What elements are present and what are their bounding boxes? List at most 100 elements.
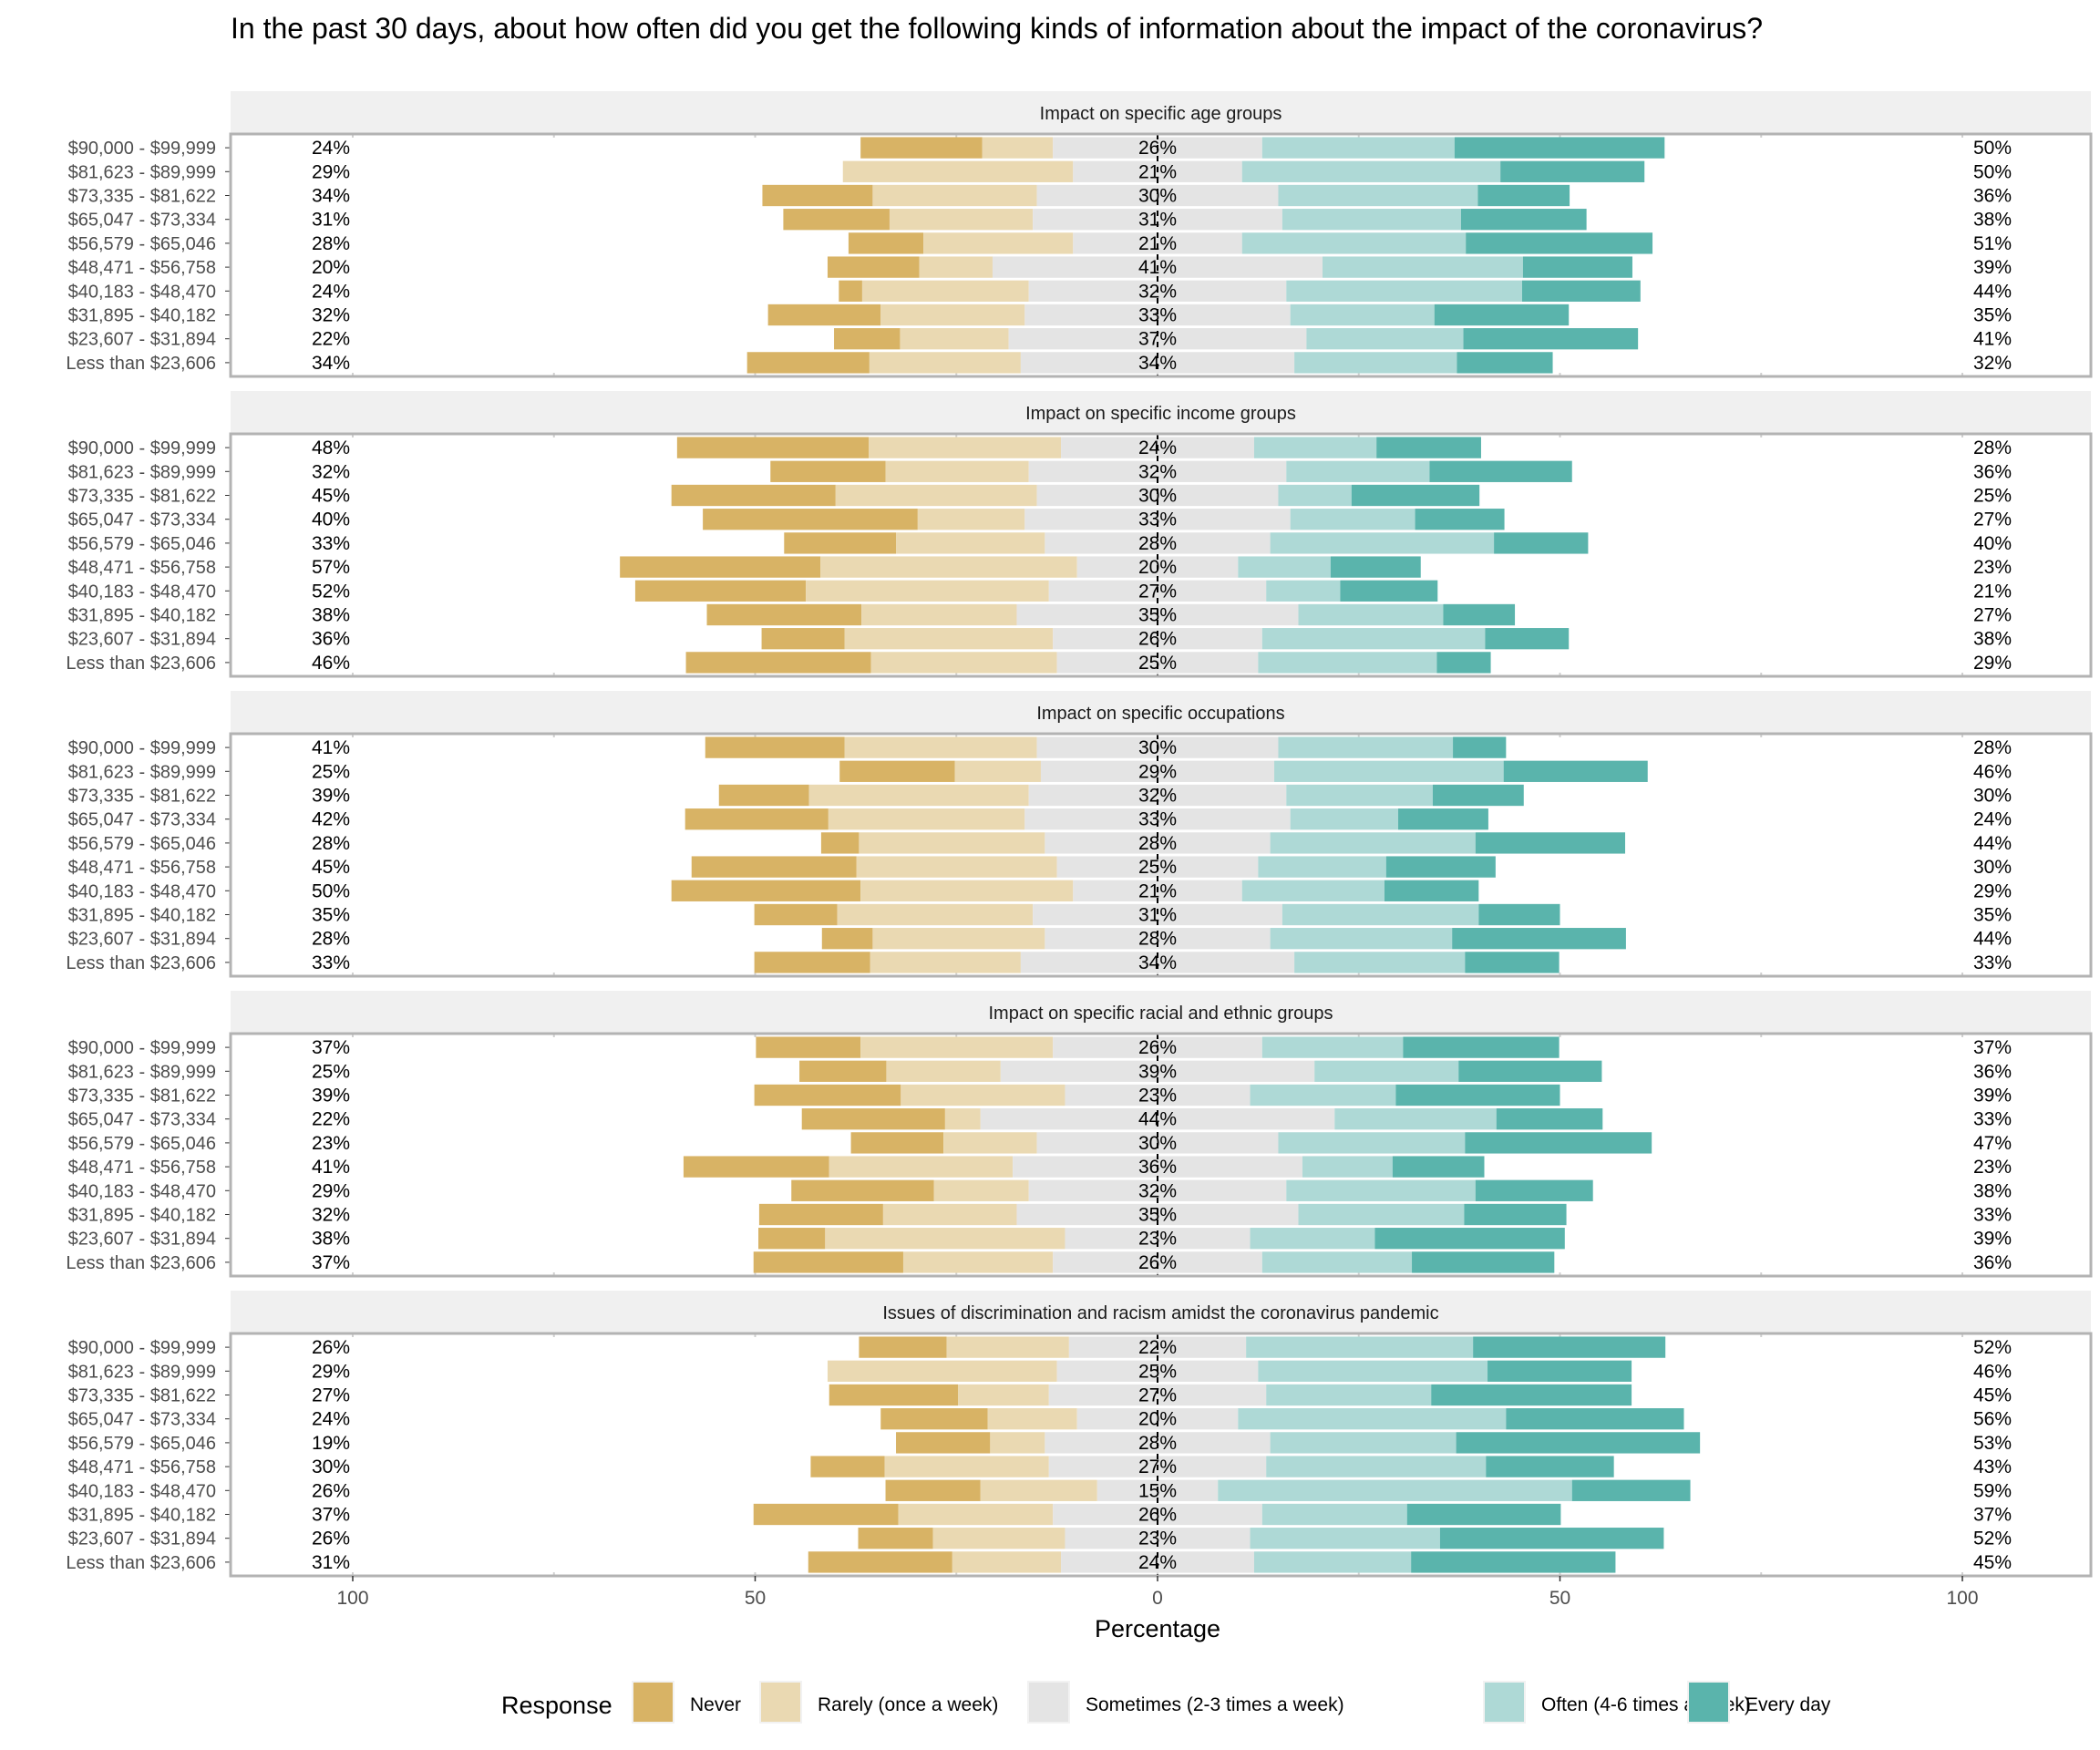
bar-segment-rarely [808, 784, 1029, 807]
bar-segment-rarely [885, 460, 1029, 482]
right-percent-label: 33% [1973, 1205, 2012, 1226]
right-percent-label: 39% [1973, 257, 2012, 278]
bar-segment-every [1412, 1251, 1555, 1273]
bar-segment-never [896, 1432, 991, 1454]
y-tick-label: $40,183 - $48,470 [68, 1481, 216, 1501]
y-tick-label: $56,579 - $65,046 [68, 1434, 216, 1454]
bar-segment-sometimes [1045, 532, 1271, 554]
bar-segment-never [808, 1551, 952, 1573]
bar-segment-rarely [987, 1408, 1077, 1430]
facet-strip [231, 91, 2091, 134]
bar-row: 37% 26% 37% $31,895 - $40,182 [68, 1503, 2012, 1526]
right-percent-label: 38% [1973, 210, 2012, 231]
center-percent-label: 32% [1138, 786, 1177, 807]
bar-segment-never [756, 1036, 861, 1058]
bar-segment-often [1278, 1132, 1466, 1154]
bar-segment-never [767, 304, 881, 326]
bar-segment-every [1571, 1479, 1691, 1501]
right-percent-label: 52% [1973, 1337, 2012, 1358]
bar-segment-rarely [886, 1060, 1001, 1082]
bar-segment-sometimes [1065, 1528, 1251, 1549]
bar-segment-every [1351, 484, 1480, 507]
bar-segment-often [1261, 137, 1455, 159]
bar-segment-sometimes [1008, 328, 1307, 350]
right-percent-label: 33% [1973, 1109, 2012, 1130]
bar-segment-rarely [835, 484, 1037, 507]
bar-segment-often [1302, 1156, 1393, 1178]
bar-segment-often [1286, 1179, 1476, 1201]
bar-segment-often [1246, 1336, 1474, 1358]
bar-segment-rarely [923, 232, 1074, 254]
facet-strip-label: Impact on specific age groups [1040, 104, 1282, 124]
bar-row: 34% 30% 36% $73,335 - $81,622 [68, 184, 2012, 207]
right-percent-label: 39% [1973, 1229, 2012, 1250]
right-percent-label: 27% [1973, 510, 2012, 530]
bar-segment-every [1494, 532, 1589, 554]
center-percent-label: 26% [1138, 1252, 1177, 1273]
bar-segment-often [1270, 832, 1476, 854]
bar-segment-never [859, 1336, 947, 1358]
bar-segment-sometimes [1056, 652, 1259, 674]
center-percent-label: 20% [1138, 1409, 1177, 1430]
bar-segment-sometimes [1061, 1551, 1254, 1573]
bar-segment-often [1253, 437, 1377, 458]
bar-segment-sometimes [1073, 232, 1242, 254]
left-percent-label: 29% [312, 1361, 350, 1382]
bar-segment-sometimes [980, 1108, 1335, 1130]
panel-border [229, 732, 2093, 978]
right-percent-label: 36% [1973, 1061, 2012, 1082]
bar-row: 48% 24% 28%$90,000 - $99,999 [68, 437, 2012, 458]
bar-row: 37% 26% 37%$90,000 - $99,999 [68, 1036, 2012, 1058]
y-tick-label: $23,607 - $31,894 [68, 1230, 216, 1250]
facet-panel: Impact on specific occupations 41% 30% 28% $… [66, 691, 2093, 978]
bar-row: 20% 41% 39%$48,471 - $56,758 [68, 256, 2012, 278]
bar-segment-often [1270, 928, 1453, 950]
bar-segment-rarely [917, 509, 1025, 530]
legend-label: Rarely (once a week) [818, 1694, 998, 1715]
bar-segment-every [1466, 232, 1653, 254]
y-tick-label: $65,047 - $73,334 [68, 211, 216, 231]
bar-segment-often [1270, 532, 1495, 554]
y-tick-label: $65,047 - $73,334 [68, 1110, 216, 1130]
right-percent-label: 44% [1973, 833, 2012, 854]
bar-segment-never [834, 328, 901, 350]
left-percent-label: 33% [312, 533, 350, 554]
bar-segment-every [1395, 1084, 1560, 1107]
bar-segment-every [1473, 1336, 1666, 1358]
bar-segment-never [839, 280, 862, 302]
bar-segment-never [827, 256, 920, 278]
bar-segment-often [1241, 232, 1467, 254]
left-percent-label: 32% [312, 461, 350, 482]
bar-segment-never [791, 1179, 934, 1201]
x-tick-label: 50 [745, 1588, 766, 1609]
bar-row: 22% 44% 33% $65,047 - $73,334 [68, 1108, 2012, 1130]
left-percent-label: 38% [312, 605, 350, 626]
left-percent-label: 46% [312, 653, 350, 674]
right-percent-label: 39% [1973, 1086, 2012, 1107]
bar-segment-rarely [946, 1336, 1069, 1358]
bar-segment-every [1406, 1503, 1561, 1526]
bar-segment-never [820, 832, 860, 854]
bar-segment-sometimes [1045, 832, 1271, 854]
x-axis-label: Percentage [1095, 1615, 1220, 1642]
bar-row: 26% 22% 52%$90,000 - $99,999 [68, 1336, 2012, 1358]
bar-segment-sometimes [1020, 352, 1295, 374]
bar-segment-often [1250, 1228, 1375, 1250]
bar-segment-every [1392, 1156, 1485, 1178]
left-percent-label: 26% [312, 1337, 350, 1358]
left-percent-label: 32% [312, 1205, 350, 1226]
y-tick-label: $56,579 - $65,046 [68, 234, 216, 254]
y-tick-label: $31,895 - $40,182 [68, 1506, 216, 1526]
y-tick-label: $81,623 - $89,999 [68, 762, 216, 782]
bar-row: 52% 27% 21%$40,183 - $48,470 [68, 580, 2012, 602]
center-percent-label: 24% [1138, 1552, 1177, 1573]
right-percent-label: 36% [1973, 1252, 2012, 1273]
right-percent-label: 29% [1973, 880, 2012, 901]
left-percent-label: 35% [312, 905, 350, 926]
y-tick-label: $90,000 - $99,999 [68, 1038, 216, 1058]
right-percent-label: 21% [1973, 581, 2012, 602]
y-tick-label: $31,895 - $40,182 [68, 306, 216, 326]
left-percent-label: 20% [312, 257, 350, 278]
bar-segment-every [1443, 603, 1516, 626]
bar-segment-rarely [990, 1432, 1045, 1454]
